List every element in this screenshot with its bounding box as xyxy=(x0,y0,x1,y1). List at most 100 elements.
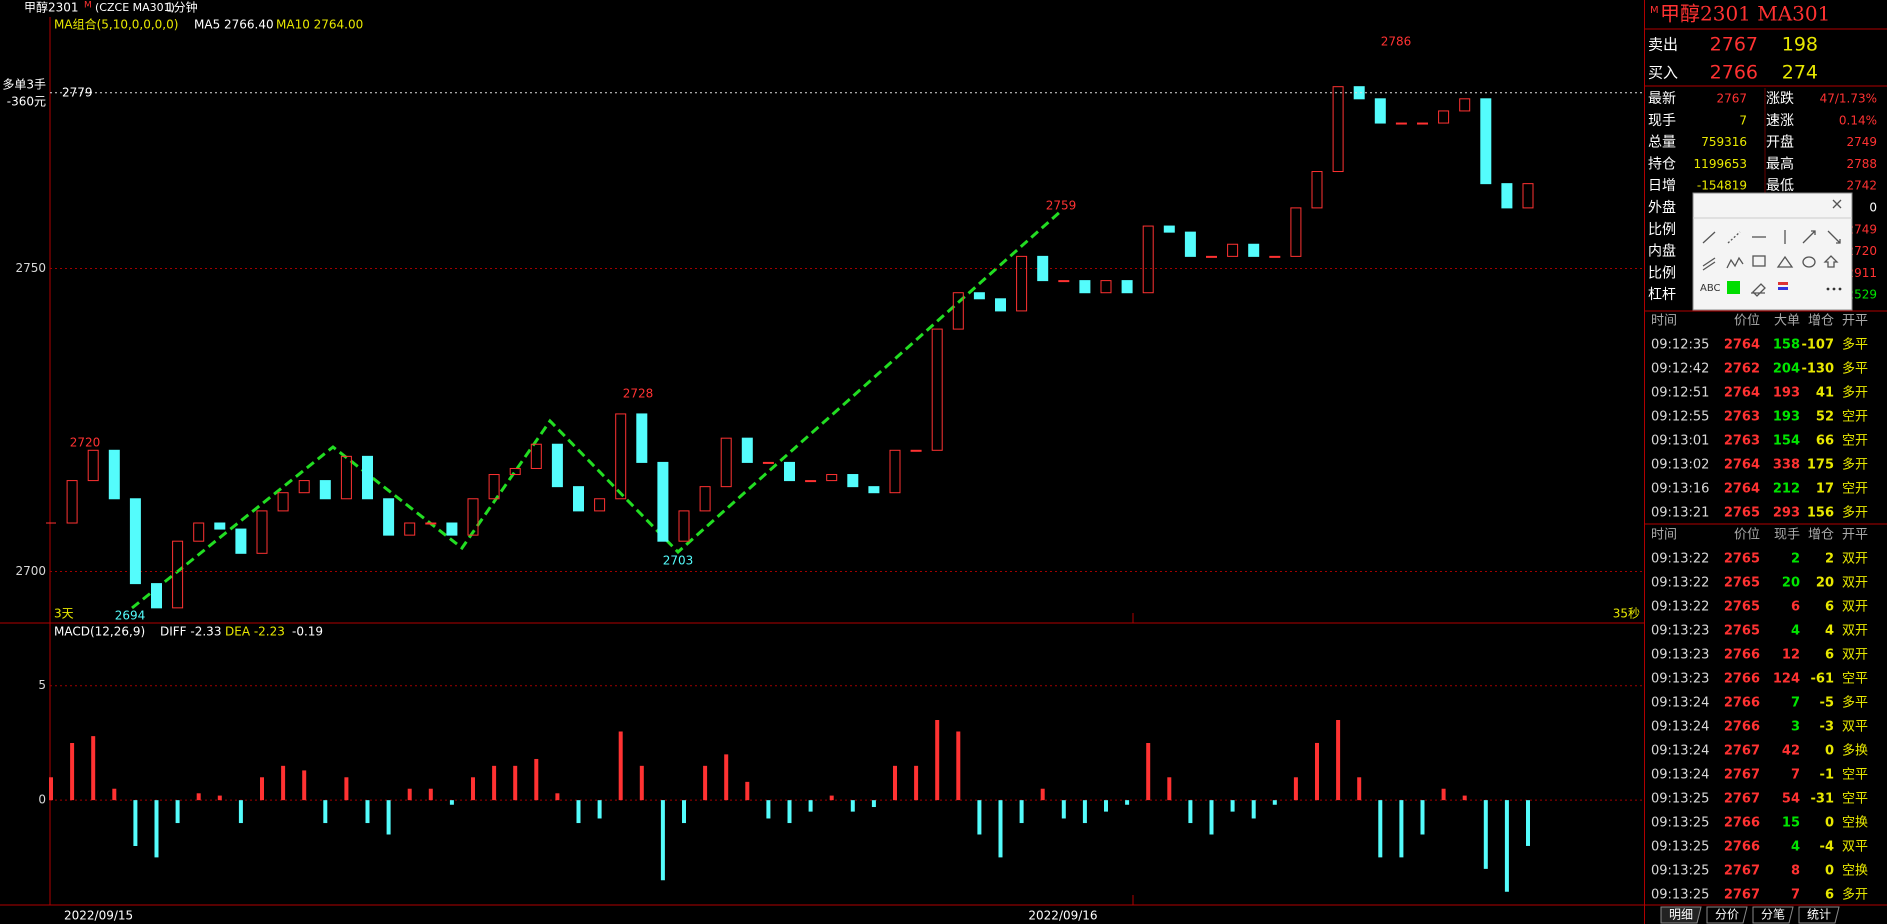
tool-text[interactable]: ABC xyxy=(1700,283,1721,294)
period[interactable]: 1分钟 xyxy=(166,0,198,15)
y-tick-label: 2700 xyxy=(15,564,46,578)
quote-label: 持仓 xyxy=(1648,156,1676,172)
buy-label: 买入 xyxy=(1648,64,1678,82)
candle xyxy=(509,467,521,476)
table-cell: 09:12:55 xyxy=(1651,410,1709,425)
table-cell: 193 xyxy=(1773,386,1800,401)
table-cell: 空换 xyxy=(1842,864,1868,879)
symbol[interactable]: 甲醇2301 xyxy=(24,0,79,15)
candle xyxy=(973,292,985,300)
tool-flag[interactable] xyxy=(1778,282,1788,285)
end-label: 35秒 xyxy=(1613,607,1640,621)
table-cell: 156 xyxy=(1807,506,1834,521)
quote-value: 2767 xyxy=(1716,92,1747,106)
tab-label[interactable]: 分价 xyxy=(1715,908,1739,922)
table-cell: 20 xyxy=(1816,576,1834,591)
tool-triangle[interactable] xyxy=(1776,255,1794,268)
candle xyxy=(1100,280,1112,294)
pattern-line xyxy=(131,209,1062,610)
table-cell: 2763 xyxy=(1724,434,1760,449)
table-header: 增仓 xyxy=(1808,314,1834,329)
table-cell: -5 xyxy=(1820,696,1834,711)
table-cell: 124 xyxy=(1773,672,1800,687)
candle xyxy=(720,437,732,488)
ma10: MA10 2764.00 xyxy=(276,18,363,32)
tool-ellipse[interactable] xyxy=(1802,256,1816,268)
table-cell: 09:12:35 xyxy=(1651,338,1709,353)
table-cell: 空平 xyxy=(1842,672,1868,687)
candle xyxy=(129,498,141,585)
candle xyxy=(298,480,310,494)
tool-arrow-down[interactable] xyxy=(1827,230,1841,244)
tool-arrow-up[interactable] xyxy=(1802,230,1816,244)
tab[interactable] xyxy=(1798,906,1840,924)
more-dot[interactable] xyxy=(1838,287,1842,291)
table-cell: 4 xyxy=(1825,624,1834,639)
table-cell: 09:13:24 xyxy=(1651,720,1709,735)
candle xyxy=(235,528,247,554)
table-cell: 09:13:22 xyxy=(1651,600,1709,615)
table-cell: 09:13:25 xyxy=(1651,792,1709,807)
table-cell: 2765 xyxy=(1724,552,1760,567)
tab[interactable] xyxy=(1660,906,1702,924)
tool-eraser[interactable] xyxy=(1751,283,1766,297)
y-tick-label: 2750 xyxy=(15,261,46,275)
candle xyxy=(762,461,774,464)
ma-group[interactable]: MA组合(5,10,0,0,0,0) xyxy=(54,17,178,32)
table-cell: 41 xyxy=(1816,386,1834,401)
tool-flag[interactable] xyxy=(1778,287,1788,290)
quote-value: 47/1.73% xyxy=(1820,92,1877,106)
tab-label[interactable]: 统计 xyxy=(1807,908,1831,922)
quote-value: 2749 xyxy=(1846,135,1877,149)
tool-channel[interactable] xyxy=(1702,257,1716,271)
tool-color[interactable] xyxy=(1727,281,1740,294)
table-cell: 193 xyxy=(1773,410,1800,425)
candle xyxy=(1290,207,1302,257)
table-cell: 4 xyxy=(1791,840,1800,855)
quote-label: 内盘 xyxy=(1648,243,1676,260)
table-header: 价位 xyxy=(1734,528,1760,543)
table-cell: 4 xyxy=(1791,624,1800,639)
y-tick-label: 5 xyxy=(38,678,46,692)
table-cell: 09:13:16 xyxy=(1651,482,1709,497)
more-dot[interactable] xyxy=(1832,287,1836,291)
more-dot[interactable] xyxy=(1826,287,1830,291)
position-price: 2779 xyxy=(62,85,93,99)
table-cell: 3 xyxy=(1791,720,1800,735)
tool-ray[interactable] xyxy=(1727,231,1741,244)
sell-label: 卖出 xyxy=(1648,36,1678,54)
tab[interactable] xyxy=(1752,906,1794,924)
candle xyxy=(931,328,943,451)
tool-shape[interactable] xyxy=(1823,255,1839,268)
candle xyxy=(1248,243,1260,257)
table-cell: 2767 xyxy=(1724,864,1760,879)
quote-value: 0 xyxy=(1869,201,1877,215)
table-cell: 204 xyxy=(1773,362,1800,377)
table-cell: 多平 xyxy=(1842,361,1868,377)
table-cell: 09:13:23 xyxy=(1651,672,1709,687)
tab[interactable] xyxy=(1706,906,1748,924)
table-cell: 09:13:25 xyxy=(1651,888,1709,903)
tab-label[interactable]: 明细 xyxy=(1669,908,1693,922)
candle xyxy=(425,522,437,525)
candle xyxy=(362,455,373,500)
close-icon[interactable] xyxy=(1832,199,1842,209)
date-label: 2022/09/16 xyxy=(1028,909,1097,923)
quote-flag: M xyxy=(1650,5,1659,16)
candle xyxy=(551,443,563,488)
candle xyxy=(741,437,753,463)
candle xyxy=(108,449,120,500)
table-cell: 2765 xyxy=(1724,576,1760,591)
tool-line[interactable] xyxy=(1702,231,1716,244)
table-cell: 09:13:02 xyxy=(1651,458,1709,473)
macd-title[interactable]: MACD(12,26,9) xyxy=(54,625,145,639)
candle xyxy=(277,492,289,512)
table-cell: 66 xyxy=(1816,434,1834,449)
tab-label[interactable]: 分笔 xyxy=(1761,907,1785,922)
tool-wave[interactable] xyxy=(1726,256,1744,269)
table-cell: 15 xyxy=(1782,816,1800,831)
tool-rect[interactable] xyxy=(1752,255,1766,267)
quote-separators xyxy=(1645,28,1887,906)
price-annotation: 2728 xyxy=(623,387,654,401)
